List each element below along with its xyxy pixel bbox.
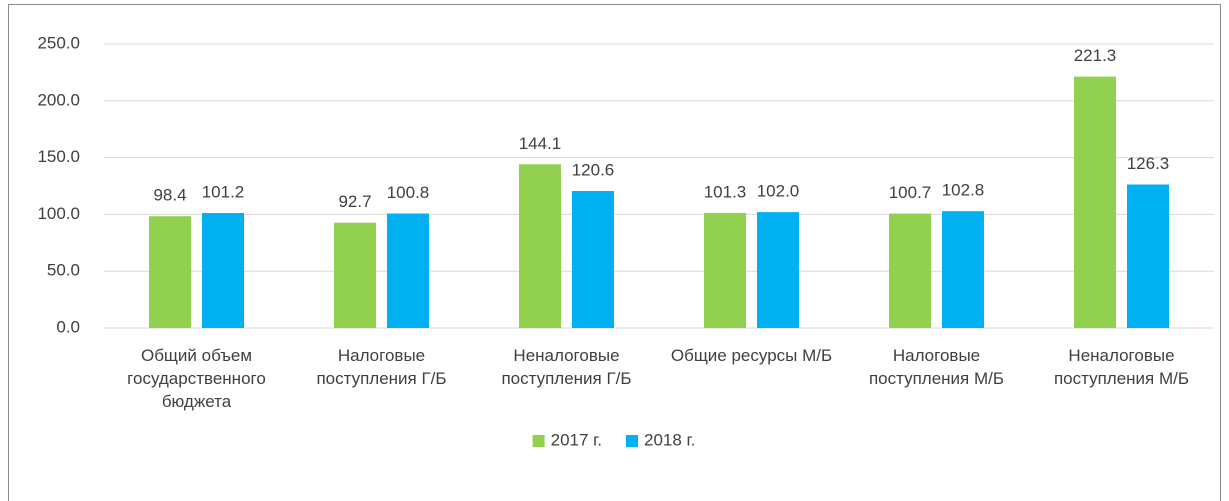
x-tick-label: Общий объем государственного бюджета	[127, 346, 266, 411]
data-label: 221.3	[1074, 46, 1117, 65]
data-label: 102.0	[757, 182, 800, 201]
data-label: 92.7	[338, 192, 371, 211]
data-label: 102.8	[942, 181, 985, 200]
bar	[202, 213, 244, 328]
y-tick-label: 100.0	[37, 204, 80, 223]
bar	[1074, 76, 1116, 328]
bar	[757, 212, 799, 328]
data-label: 101.3	[704, 182, 747, 201]
bar	[889, 213, 931, 328]
bar	[572, 190, 614, 328]
bar	[704, 212, 746, 328]
legend-swatch	[626, 435, 638, 447]
legend-label: 2017 г.	[551, 430, 602, 449]
x-tick-label: Налоговые поступления М/Б	[868, 346, 1005, 388]
y-tick-label: 200.0	[37, 90, 80, 109]
y-tick-label: 250.0	[37, 33, 80, 52]
x-tick-label: Неналоговые поступления Г/Б	[501, 346, 632, 388]
bar	[149, 216, 191, 328]
y-tick-label: 0.0	[56, 317, 80, 336]
bar	[519, 164, 561, 328]
legend-swatch	[532, 435, 545, 447]
legend-label: 2018 г.	[644, 430, 695, 449]
data-label: 100.8	[387, 183, 430, 202]
bar	[334, 222, 376, 328]
y-tick-label: 50.0	[47, 261, 80, 280]
x-tick-label: Неналоговые поступления М/Б	[1053, 346, 1190, 388]
bar	[942, 211, 984, 328]
chart-frame	[8, 4, 1221, 501]
bar	[1127, 184, 1169, 328]
data-label: 120.6	[572, 160, 615, 179]
data-label: 144.1	[519, 134, 562, 153]
data-label: 101.2	[202, 183, 245, 202]
x-tick-label: Налоговые поступления Г/Б	[316, 346, 447, 388]
data-label: 126.3	[1127, 154, 1170, 173]
data-label: 98.4	[153, 186, 186, 205]
data-label: 100.7	[889, 183, 932, 202]
x-tick-label: Общие ресурсы М/Б	[670, 346, 833, 365]
bar	[387, 213, 429, 328]
y-tick-label: 150.0	[37, 147, 80, 166]
